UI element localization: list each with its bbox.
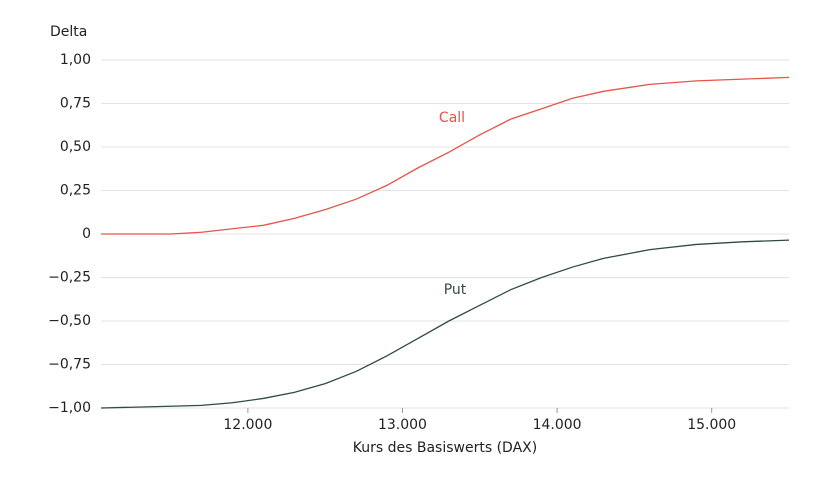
series-line [101, 76, 790, 235]
y-tick-label: −0,25 [48, 270, 91, 286]
x-tick-label: 14.000 [533, 417, 582, 433]
series-line [100, 239, 790, 409]
series-label: Call [439, 110, 465, 126]
y-axis-label: Delta [50, 24, 87, 40]
y-tick-label: 0,25 [60, 183, 91, 199]
y-tick-label: 0,75 [60, 96, 91, 112]
y-tick-label: 0,50 [60, 139, 91, 155]
x-tick-label: 15.000 [687, 417, 736, 433]
y-tick-label: 1,00 [60, 52, 91, 68]
series-label: Put [444, 282, 467, 298]
y-tick-label: −0,75 [48, 357, 91, 373]
y-tick-label: 0 [82, 226, 91, 242]
y-tick-label: −0,50 [48, 313, 91, 329]
y-tick-label: −1,00 [48, 400, 91, 416]
x-tick-label: 12.000 [223, 417, 272, 433]
x-axis-label: Kurs des Basiswerts (DAX) [353, 440, 537, 456]
x-tick-label: 13.000 [378, 417, 427, 433]
